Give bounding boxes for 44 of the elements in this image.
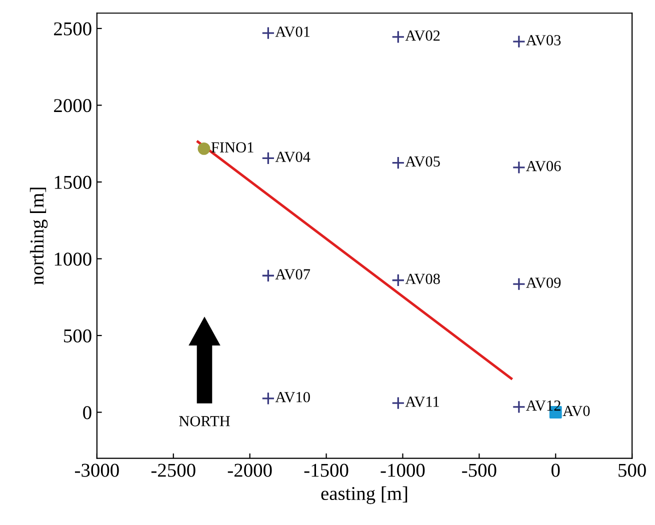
- annotation: AV0: [562, 406, 590, 416]
- annotation: AV12: [526, 400, 560, 411]
- annotation: AV06: [526, 160, 561, 172]
- annotation: AV02: [405, 30, 440, 41]
- x-tick-label: 500: [618, 464, 646, 477]
- annotation: AV09: [526, 278, 561, 288]
- annotation: AV11: [405, 396, 439, 407]
- annotation: AV07: [275, 269, 310, 280]
- x-axis-title: easting [m]: [321, 486, 408, 504]
- x-tick-label: -2500: [151, 464, 196, 477]
- y-axis-title: northing [m]: [30, 188, 48, 285]
- point: [262, 152, 275, 165]
- x-tick-label: 0: [552, 464, 560, 477]
- point: [512, 277, 526, 291]
- annotation: AV05: [405, 156, 440, 167]
- x-tick-label: -1000: [380, 464, 425, 477]
- point: [198, 142, 210, 155]
- x-tick-label: -500: [462, 464, 496, 477]
- point: [512, 160, 526, 174]
- annotation: AV04: [275, 152, 310, 162]
- annotation: AV10: [275, 392, 310, 402]
- y-tick-label: 0: [83, 406, 92, 420]
- point: [392, 396, 405, 410]
- point: [392, 30, 405, 44]
- y-tick-label: 1000: [54, 252, 92, 266]
- point: [512, 34, 526, 48]
- x-tick-label: -3000: [74, 464, 119, 477]
- annotation: NORTH: [179, 416, 230, 426]
- y-tick-label: 500: [64, 329, 92, 342]
- point: [262, 392, 275, 406]
- point: [512, 400, 526, 414]
- annotation: AV08: [405, 274, 440, 284]
- x-tick-label: -1500: [304, 464, 348, 477]
- point: [392, 156, 405, 170]
- annotation: FINO1: [211, 142, 254, 153]
- point: [392, 274, 405, 287]
- point: [262, 26, 275, 40]
- x-tick-label: -2000: [228, 464, 272, 477]
- y-tick-label: 2500: [54, 22, 92, 36]
- annotation: AV01: [275, 26, 310, 37]
- point: [262, 268, 275, 282]
- y-tick-label: 1500: [54, 176, 92, 189]
- annotation: AV03: [526, 35, 561, 46]
- y-tick-label: 2000: [54, 99, 92, 112]
